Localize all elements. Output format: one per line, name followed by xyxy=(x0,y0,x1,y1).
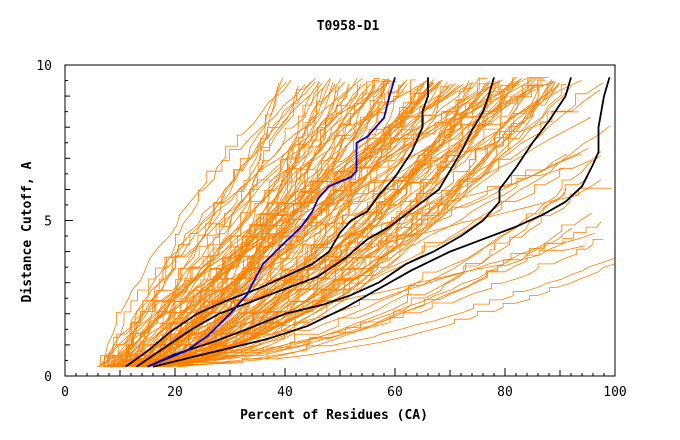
model-curve xyxy=(114,84,327,367)
model-curve xyxy=(135,263,616,368)
model-curve xyxy=(127,187,612,367)
y-tick-label: 0 xyxy=(44,370,52,385)
reference-curves-group xyxy=(124,77,611,368)
reference-curve-3 xyxy=(147,77,572,368)
model-curve xyxy=(117,148,589,368)
x-tick-label: 80 xyxy=(497,385,513,400)
model-curve xyxy=(160,83,543,367)
x-tick-label: 20 xyxy=(167,385,183,400)
reference-curve-2 xyxy=(135,77,495,368)
model-curve xyxy=(113,239,604,368)
model-curve xyxy=(134,81,383,368)
model-curve xyxy=(137,153,582,367)
highlight-curve xyxy=(147,77,396,368)
model-curve xyxy=(178,221,602,368)
y-tick-label: 10 xyxy=(36,59,52,74)
model-curve xyxy=(173,80,520,367)
model-curve xyxy=(126,82,391,367)
y-tick-label: 5 xyxy=(44,215,52,230)
reference-curve-1 xyxy=(124,77,429,368)
model-curve xyxy=(124,78,316,367)
reference-curve-4 xyxy=(152,77,611,368)
model-curve xyxy=(110,177,589,368)
x-tick-label: 100 xyxy=(603,385,626,400)
model-curve xyxy=(134,151,602,367)
model-curve xyxy=(103,86,449,368)
model-curve xyxy=(162,85,559,368)
model-curve xyxy=(114,83,366,368)
model-curve xyxy=(103,82,497,367)
model-curve xyxy=(170,84,567,367)
model-curve xyxy=(171,78,544,368)
model-curve xyxy=(143,83,453,367)
model-curve xyxy=(156,85,543,368)
model-curve xyxy=(159,84,542,367)
x-tick-label: 0 xyxy=(61,385,69,400)
model-curve xyxy=(154,85,572,368)
x-tick-label: 60 xyxy=(387,385,403,400)
model-curve xyxy=(131,155,602,368)
model-curve xyxy=(112,77,528,367)
model-curve xyxy=(102,84,306,367)
model-curve xyxy=(99,111,579,367)
y-axis-label: Distance Cutoff, A xyxy=(20,161,35,302)
model-curve xyxy=(116,77,363,367)
x-tick-label: 40 xyxy=(277,385,293,400)
model-curve xyxy=(175,82,604,368)
model-curve xyxy=(133,85,496,367)
axis-ticks-group: 0 20 40 60 80 100 0 5 10 xyxy=(36,59,626,400)
model-curve xyxy=(108,80,500,368)
model-curve xyxy=(130,85,554,367)
model-curve xyxy=(107,83,561,368)
model-curve xyxy=(155,79,582,367)
model-curve xyxy=(165,89,601,367)
model-curve xyxy=(132,153,567,368)
model-curve xyxy=(117,77,518,368)
model-curve xyxy=(156,85,385,368)
model-curve xyxy=(170,81,346,368)
model-curve xyxy=(138,117,592,367)
model-curve xyxy=(132,79,417,368)
chart-title: T0958-D1 xyxy=(317,19,380,34)
model-curve xyxy=(119,81,387,367)
model-curve xyxy=(135,85,299,367)
model-curve xyxy=(156,79,553,368)
model-curve xyxy=(119,227,572,368)
model-curve xyxy=(178,232,596,367)
model-curve xyxy=(141,257,615,367)
model-curve xyxy=(154,79,504,367)
model-curve xyxy=(131,77,488,368)
model-curve xyxy=(171,83,520,367)
model-curve xyxy=(154,85,337,368)
model-curves-group xyxy=(96,77,616,368)
x-axis-label: Percent of Residues (CA) xyxy=(240,408,428,423)
model-curve xyxy=(115,125,611,368)
model-curve xyxy=(129,86,468,367)
model-curve xyxy=(111,79,533,367)
model-curve xyxy=(148,80,428,367)
model-curve xyxy=(107,83,371,367)
model-curve xyxy=(140,86,374,367)
highlight-curve-group xyxy=(147,77,396,368)
model-curve xyxy=(114,179,602,367)
model-curve xyxy=(103,77,516,368)
model-curve xyxy=(138,79,292,367)
model-curve xyxy=(166,85,404,368)
model-curve xyxy=(104,81,312,367)
model-curve xyxy=(150,81,397,367)
